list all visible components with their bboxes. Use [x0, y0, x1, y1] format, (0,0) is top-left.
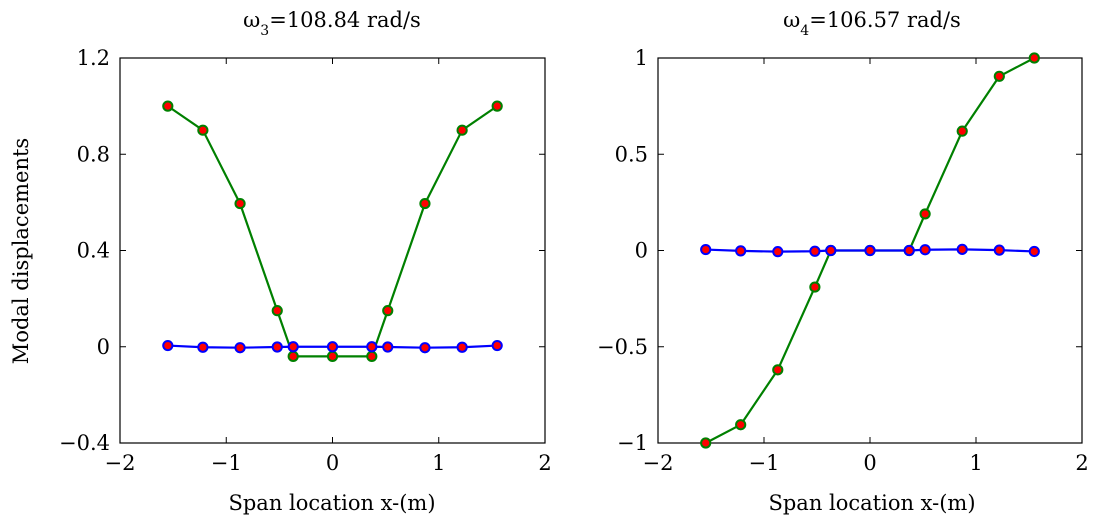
series-1-point	[1028, 245, 1040, 258]
x-tick-label: 1	[432, 451, 445, 475]
series-1-point	[271, 341, 283, 353]
series-1-point	[956, 243, 968, 255]
series-0-point	[271, 305, 283, 317]
series-0-point	[287, 350, 299, 362]
series-0-point	[382, 305, 394, 317]
chart-title-left: ω3=108.84 rad/s	[243, 8, 421, 39]
series-1-point	[419, 342, 431, 354]
y-tick-label: 1	[635, 46, 648, 70]
y-tick-label: −1	[617, 431, 648, 455]
y-tick-label: 0	[635, 239, 648, 263]
series-1-point	[234, 342, 246, 354]
series-1-point	[772, 246, 784, 258]
series-0-point	[919, 208, 931, 220]
chart-panel-right: ω4=106.57 rad/s Span location x-(m) −2 −1…	[597, 8, 1089, 515]
x-tick-label: −2	[643, 451, 674, 475]
y-tick-label: 0	[97, 335, 110, 359]
series-0-point	[491, 100, 503, 112]
chart-title-right: ω4=106.57 rad/s	[783, 8, 961, 39]
series-1-point	[456, 341, 468, 353]
x-tick-label: 0	[863, 451, 876, 475]
y-tick-label: 0.8	[77, 142, 110, 166]
series-0-point	[735, 419, 747, 431]
y-tick-label: −0.5	[597, 335, 648, 359]
series-0-point	[234, 197, 246, 210]
series-1-point	[287, 341, 299, 353]
series-1-point	[491, 339, 503, 352]
series-0-point	[993, 70, 1005, 82]
x-tick-label: 1	[969, 451, 982, 475]
series-1-point	[382, 341, 394, 353]
series-1-point	[366, 341, 378, 353]
y-tick-label: 1.2	[77, 46, 110, 70]
series-0-point	[162, 100, 174, 112]
chart-panel-left: ω3=108.84 rad/s Modal displacements Span…	[9, 8, 552, 515]
series-1-point	[809, 245, 821, 257]
y-axis-label-left: Modal displacements	[9, 138, 33, 364]
series-1-point	[735, 245, 747, 257]
x-tick-label: −1	[211, 451, 242, 475]
series-0-point	[366, 350, 378, 362]
x-axis-label-right: Span location x-(m)	[768, 491, 975, 515]
series-1-point	[919, 244, 931, 256]
series-1-point	[903, 244, 915, 257]
x-tick-label: −1	[749, 451, 780, 475]
x-axis-label-left: Span location x-(m)	[228, 491, 435, 515]
series-1-point	[197, 341, 209, 353]
series-1-point	[864, 244, 876, 257]
series-0-point	[809, 281, 821, 293]
series-1-point	[825, 244, 837, 257]
x-tick-label: 2	[538, 451, 551, 475]
x-tick-label: 0	[326, 451, 339, 475]
series-0-point	[326, 350, 339, 362]
series-0-point	[956, 125, 968, 137]
y-tick-label: 0.5	[615, 142, 648, 166]
series-0-point	[1028, 52, 1040, 64]
series-1-point	[993, 244, 1005, 256]
series-line-0	[167, 105, 498, 358]
series-0-point	[197, 124, 209, 136]
series-0-point	[456, 124, 468, 136]
series-1-point	[162, 339, 174, 352]
series-0-point	[419, 197, 431, 210]
x-tick-label: 2	[1075, 451, 1088, 475]
y-tick-label: −0.4	[59, 431, 110, 455]
series-1-point	[326, 341, 339, 353]
y-tick-label: 0.4	[77, 239, 110, 263]
series-0-point	[772, 364, 784, 376]
series-1-point	[700, 243, 712, 256]
series-0-point	[700, 437, 712, 449]
x-tick-label: −2	[105, 451, 136, 475]
